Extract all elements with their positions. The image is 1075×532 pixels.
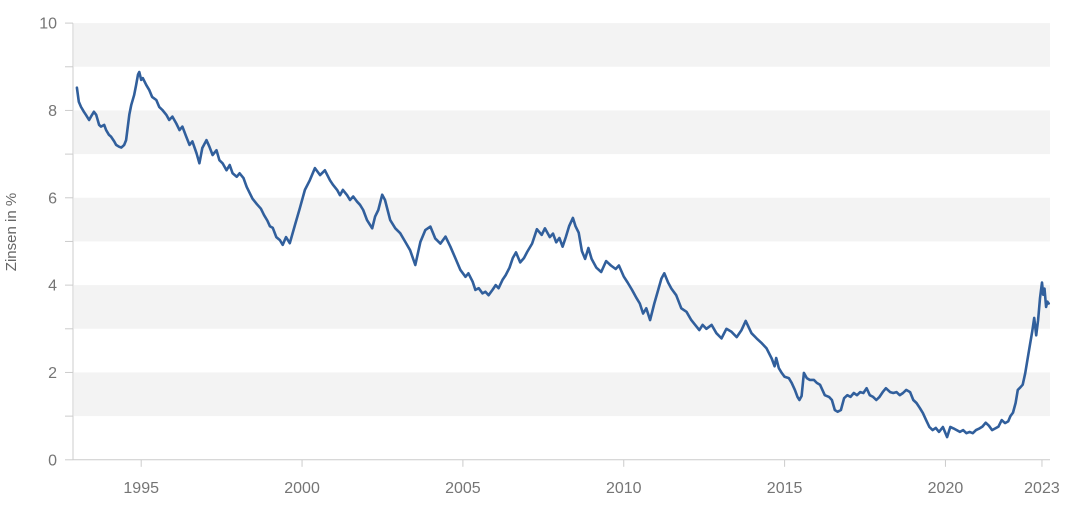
plot-band xyxy=(74,23,1050,67)
plot-band xyxy=(74,285,1050,329)
y-tick-label: 0 xyxy=(48,452,57,469)
y-axis-title: Zinsen in % xyxy=(3,193,20,271)
x-tick-label: 2005 xyxy=(445,480,481,497)
y-tick-label: 4 xyxy=(48,278,57,295)
x-tick-label: 1995 xyxy=(123,480,159,497)
x-tick-label: 2020 xyxy=(928,480,964,497)
plot-band xyxy=(74,110,1050,155)
x-tick-label: 2015 xyxy=(767,480,803,497)
y-tick-label: 8 xyxy=(48,103,57,120)
x-tick-label: 2023 xyxy=(1024,480,1060,497)
x-tick-label: 2010 xyxy=(606,480,642,497)
y-tick-label: 6 xyxy=(48,190,57,207)
plot-band xyxy=(74,372,1050,417)
y-tick-label: 10 xyxy=(39,16,57,33)
x-tick-label: 2000 xyxy=(284,480,320,497)
plot-band xyxy=(74,197,1050,242)
interest-rate-series-line[interactable] xyxy=(75,70,1050,439)
y-tick-label: 2 xyxy=(48,365,57,382)
